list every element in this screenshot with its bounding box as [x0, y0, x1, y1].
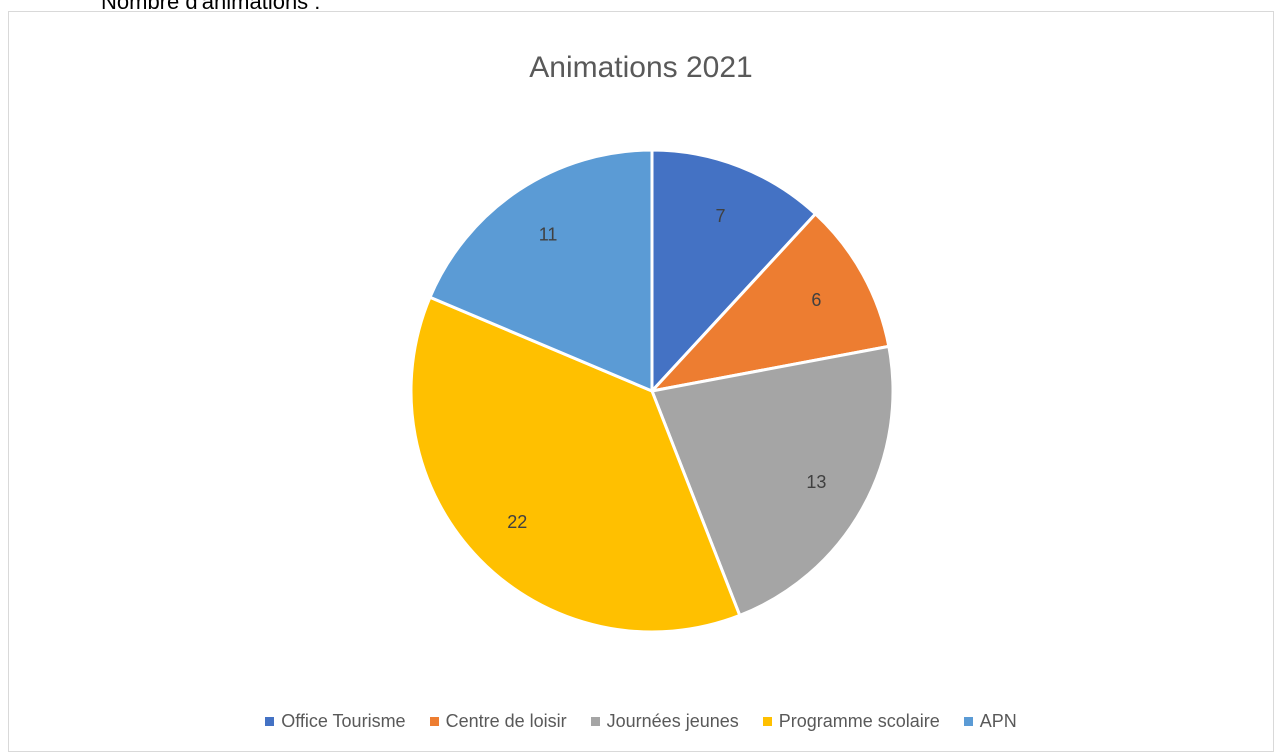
pie-chart: 7 6 13 22 11 — [409, 148, 895, 634]
pie-slice-office-tourisme — [650, 148, 817, 393]
pie-slice-programme-scolaire — [409, 295, 742, 634]
data-label-centre-de-loisir: 6 — [811, 290, 821, 310]
chart-title: Animations 2021 — [529, 51, 753, 84]
legend-label: Journées jeunes — [606, 711, 739, 731]
chart-area: Animations 2021 7 6 13 22 11 Office Tourisme… — [8, 11, 1274, 752]
legend-label: Programme scolaire — [778, 711, 940, 731]
legend-item-journees-jeunes: Journées jeunes — [590, 710, 739, 732]
pie-slice-journees-jeunes — [650, 344, 895, 617]
legend-label: Centre de loisir — [445, 711, 567, 731]
legend-swatch — [429, 716, 439, 726]
legend-swatch — [590, 716, 600, 726]
data-label-apn: 11 — [539, 224, 558, 244]
legend-item-programme-scolaire: Programme scolaire — [762, 710, 940, 732]
legend-swatch — [963, 716, 973, 726]
document-caption: Nombre d'animations : — [101, 0, 321, 14]
data-label-journees-jeunes: 13 — [806, 472, 826, 492]
legend-item-apn: APN — [963, 710, 1017, 732]
legend-label: APN — [979, 711, 1017, 731]
legend-swatch — [265, 716, 275, 726]
pie-slices — [409, 148, 895, 634]
chart-legend: Office Tourisme Centre de loisir Journées … — [9, 710, 1273, 732]
pie-slice-centre-de-loisir — [650, 212, 891, 393]
legend-label: Office Tourisme — [281, 711, 406, 731]
data-label-office-tourisme: 7 — [715, 206, 725, 226]
pie-slice-apn — [428, 148, 654, 393]
legend-item-office-tourisme: Office Tourisme — [265, 710, 406, 732]
legend-swatch — [762, 716, 772, 726]
data-label-programme-scolaire: 22 — [507, 512, 527, 532]
pie-data-labels: 7 6 13 22 11 — [507, 206, 826, 532]
legend-item-centre-de-loisir: Centre de loisir — [429, 710, 567, 732]
